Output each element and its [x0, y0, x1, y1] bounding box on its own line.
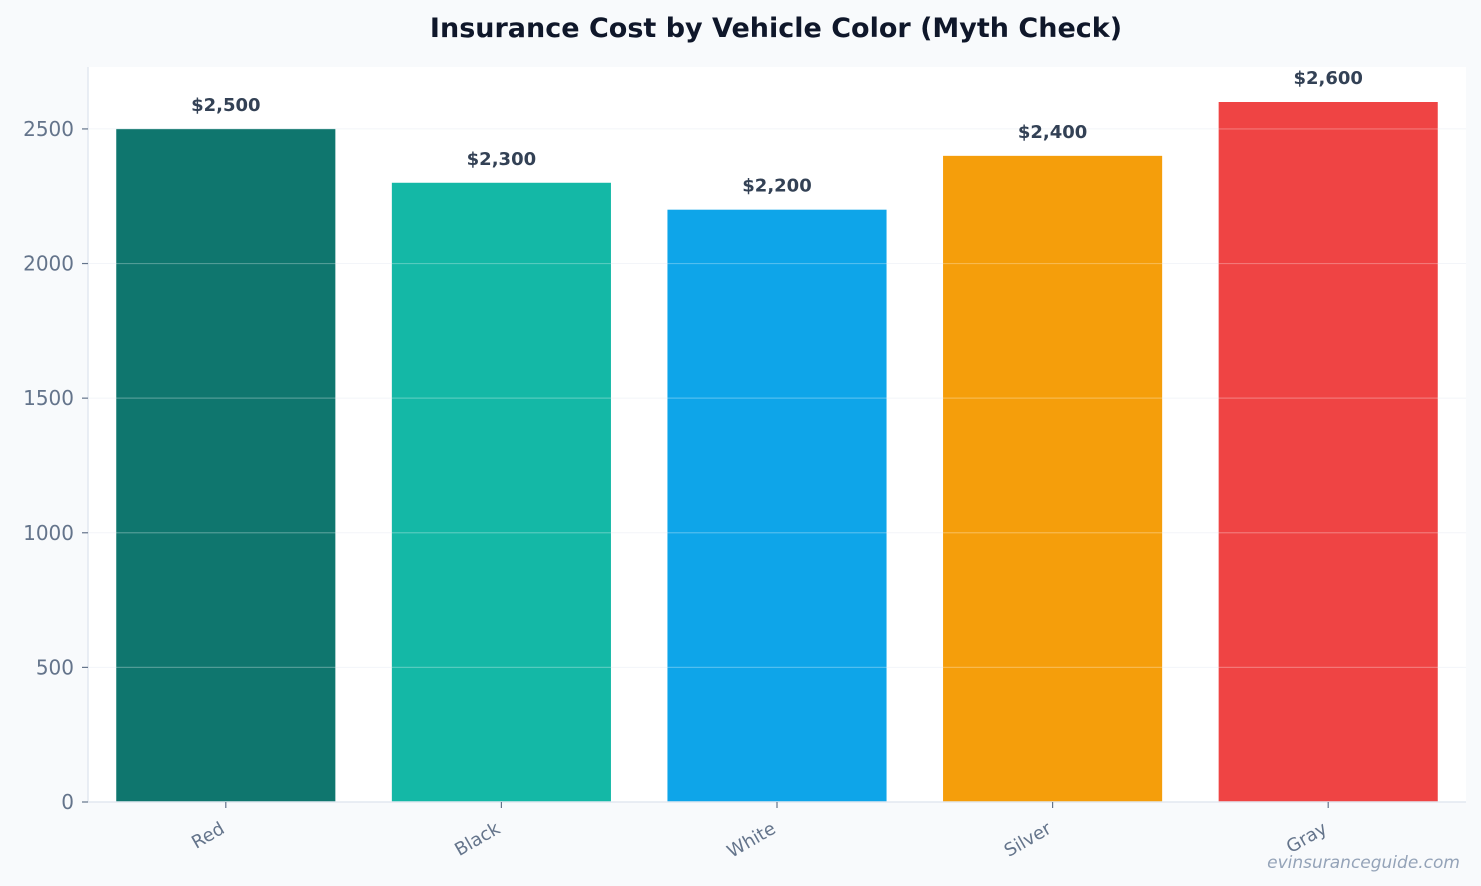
- y-tick-label: 1500: [23, 386, 74, 410]
- x-tick-label-silver: Silver: [1001, 818, 1056, 862]
- data-label-gray: $2,600: [1293, 68, 1362, 89]
- chart-title: Insurance Cost by Vehicle Color (Myth Ch…: [430, 13, 1122, 44]
- bar-black: [391, 182, 611, 802]
- y-tick-label: 1000: [23, 521, 74, 545]
- x-tick-label-red: Red: [188, 818, 228, 853]
- y-tick-label: 2000: [23, 252, 74, 276]
- data-label-white: $2,200: [742, 176, 811, 197]
- y-tick-label: 2500: [23, 117, 74, 141]
- watermark-text: evinsuranceguide.com: [1267, 853, 1460, 873]
- x-tick-label-gray: Gray: [1283, 818, 1331, 858]
- x-tick-label-white: White: [724, 818, 780, 862]
- bar-gray: [1218, 102, 1438, 802]
- y-tick-label: 500: [36, 655, 74, 679]
- bar-white: [667, 209, 887, 802]
- data-labels: $2,500 $2,300 $2,200 $2,400 $2,600: [191, 68, 1363, 197]
- bar-silver: [943, 155, 1163, 802]
- y-tick-label: 0: [61, 790, 74, 814]
- bars: [88, 102, 1466, 802]
- data-label-black: $2,300: [467, 149, 536, 170]
- data-label-silver: $2,400: [1018, 122, 1087, 143]
- x-tick-label-black: Black: [451, 818, 504, 861]
- bar-red: [116, 128, 336, 802]
- data-label-red: $2,500: [191, 95, 260, 116]
